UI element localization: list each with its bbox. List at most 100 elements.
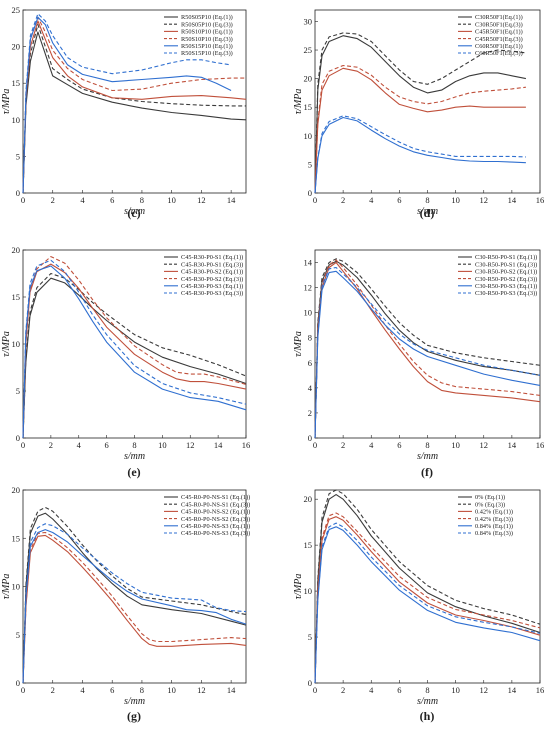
- x-tick-label: 14: [508, 685, 517, 695]
- x-tick-label: 12: [197, 685, 206, 695]
- y-tick-label: 5: [16, 151, 20, 161]
- x-tick-label: 4: [369, 195, 374, 205]
- y-tick-label: 0: [16, 433, 20, 443]
- y-tick-label: 10: [304, 308, 313, 318]
- legend-entry: C45-R0-P0-NS-S2 (Eq.(3)): [181, 516, 250, 523]
- x-tick-label: 16: [242, 440, 251, 450]
- x-axis-label: s/mm: [417, 451, 438, 462]
- x-tick-label: 8: [425, 195, 429, 205]
- legend-entry: C45-R30-P0-S3 (Eq.(1)): [181, 283, 243, 290]
- y-axis-label: τ/MPa: [1, 574, 12, 600]
- panel-label: (e): [127, 465, 140, 479]
- legend-entry: C30-R50-P0-S2 (Eq.(1)): [475, 269, 537, 276]
- y-tick-label: 20: [304, 74, 313, 84]
- y-tick-label: 30: [304, 16, 313, 26]
- chart-panel: 0 2 4 6 8 10 12 14 16 0 2 4 6 8 10 12 14 s/mm τ/MPa C30-R50…: [293, 249, 545, 479]
- x-tick-label: 0: [313, 685, 317, 695]
- x-tick-label: 10: [451, 685, 460, 695]
- x-tick-label: 14: [227, 195, 236, 205]
- series-line: [314, 516, 541, 684]
- x-tick-label: 4: [80, 685, 85, 695]
- legend-entry: 0% (Eq.(1)): [475, 494, 505, 501]
- y-tick-label: 10: [304, 586, 313, 596]
- panel-label: (d): [420, 206, 435, 220]
- y-axis-label: τ/MPa: [293, 574, 304, 600]
- series-line: [314, 522, 541, 684]
- legend-entry: C30-R50-P0-S3 (Eq.(3)): [475, 290, 537, 297]
- y-tick-label: 15: [12, 292, 21, 302]
- legend-entry: C30R50F1(Eq.(1)): [475, 14, 523, 21]
- y-tick-label: 5: [308, 632, 312, 642]
- x-tick-label: 2: [51, 195, 55, 205]
- panel-label: (c): [127, 206, 140, 220]
- x-tick-label: 16: [536, 195, 545, 205]
- y-tick-label: 20: [304, 494, 313, 504]
- series-line: [22, 506, 247, 684]
- legend-entry: C45-R30-P0-S3 (Eq.(3)): [181, 290, 243, 297]
- series-line: [314, 266, 541, 439]
- x-tick-label: 6: [397, 195, 401, 205]
- x-tick-label: 2: [341, 195, 345, 205]
- series-line: [314, 116, 526, 194]
- series-line: [22, 259, 247, 439]
- y-tick-label: 12: [304, 283, 313, 293]
- x-tick-label: 6: [105, 440, 109, 450]
- legend-entry: 0.42% (Eq.(3)): [475, 516, 513, 523]
- legend-entry: R50S10P10 (Eq.(1)): [181, 29, 233, 36]
- series-line: [22, 265, 247, 439]
- x-tick-label: 6: [397, 685, 401, 695]
- y-tick-label: 4: [308, 383, 313, 393]
- y-tick-label: 6: [308, 358, 312, 368]
- series-line: [314, 489, 541, 684]
- x-tick-label: 10: [451, 195, 460, 205]
- x-tick-label: 4: [77, 440, 82, 450]
- series-line: [314, 258, 541, 439]
- plot-frame: [22, 9, 247, 194]
- y-tick-label: 15: [304, 540, 313, 550]
- series-line: [22, 13, 232, 194]
- legend-entry: C30-R50-P0-S1 (Eq.(1)): [475, 254, 537, 261]
- series-line: [314, 35, 527, 194]
- x-tick-label: 4: [369, 440, 374, 450]
- x-tick-label: 12: [197, 195, 206, 205]
- panel-label: (f): [421, 465, 433, 479]
- x-tick-label: 8: [140, 195, 144, 205]
- series-line: [22, 31, 247, 194]
- x-tick-label: 6: [397, 440, 401, 450]
- x-tick-label: 0: [21, 685, 25, 695]
- legend-entry: C30R50F1(Eq.(3)): [475, 21, 523, 28]
- legend-entry: R50S15P10 (Eq.(3)): [181, 50, 233, 57]
- y-tick-label: 15: [12, 533, 21, 543]
- legend-entry: C45-R30-P0-S1 (Eq.(1)): [181, 254, 243, 261]
- series-line: [22, 512, 247, 684]
- x-tick-label: 12: [186, 440, 195, 450]
- x-tick-label: 2: [51, 685, 55, 695]
- legend-entry: R50S05P10 (Eq.(3)): [181, 21, 233, 28]
- x-tick-label: 0: [313, 195, 317, 205]
- series-line: [314, 67, 526, 194]
- legend-entry: C45-R0-P0-NS-S1 (Eq.(1)): [181, 494, 250, 501]
- series-line: [314, 512, 541, 684]
- y-tick-label: 0: [16, 678, 20, 688]
- x-tick-label: 12: [480, 440, 489, 450]
- legend-entry: 0% (Eq.(3)): [475, 501, 505, 508]
- chart-panel: 0 2 4 6 8 10 12 14 0 5 10 15 20 s/mm τ/MPa C45-R0-P0-NS…: [1, 485, 250, 723]
- x-axis-label: s/mm: [124, 696, 145, 707]
- x-axis-label: s/mm: [124, 206, 145, 217]
- legend-entry: C45R50F1(Eq.(3)): [475, 36, 523, 43]
- legend-entry: C60R50F1(Eq.(1)): [475, 43, 523, 50]
- x-tick-label: 16: [536, 440, 545, 450]
- series-line: [314, 115, 526, 194]
- x-axis-label: s/mm: [124, 451, 145, 462]
- series-line: [22, 534, 247, 684]
- x-tick-label: 12: [480, 685, 489, 695]
- y-tick-label: 0: [308, 678, 312, 688]
- legend-entry: C45-R30-P0-S2 (Eq.(3)): [181, 276, 243, 283]
- x-tick-label: 14: [508, 440, 517, 450]
- x-tick-label: 4: [80, 195, 85, 205]
- series-line: [22, 272, 247, 439]
- x-tick-label: 6: [110, 685, 114, 695]
- series-line: [314, 494, 541, 684]
- y-tick-label: 5: [308, 159, 312, 169]
- series-line: [22, 523, 247, 684]
